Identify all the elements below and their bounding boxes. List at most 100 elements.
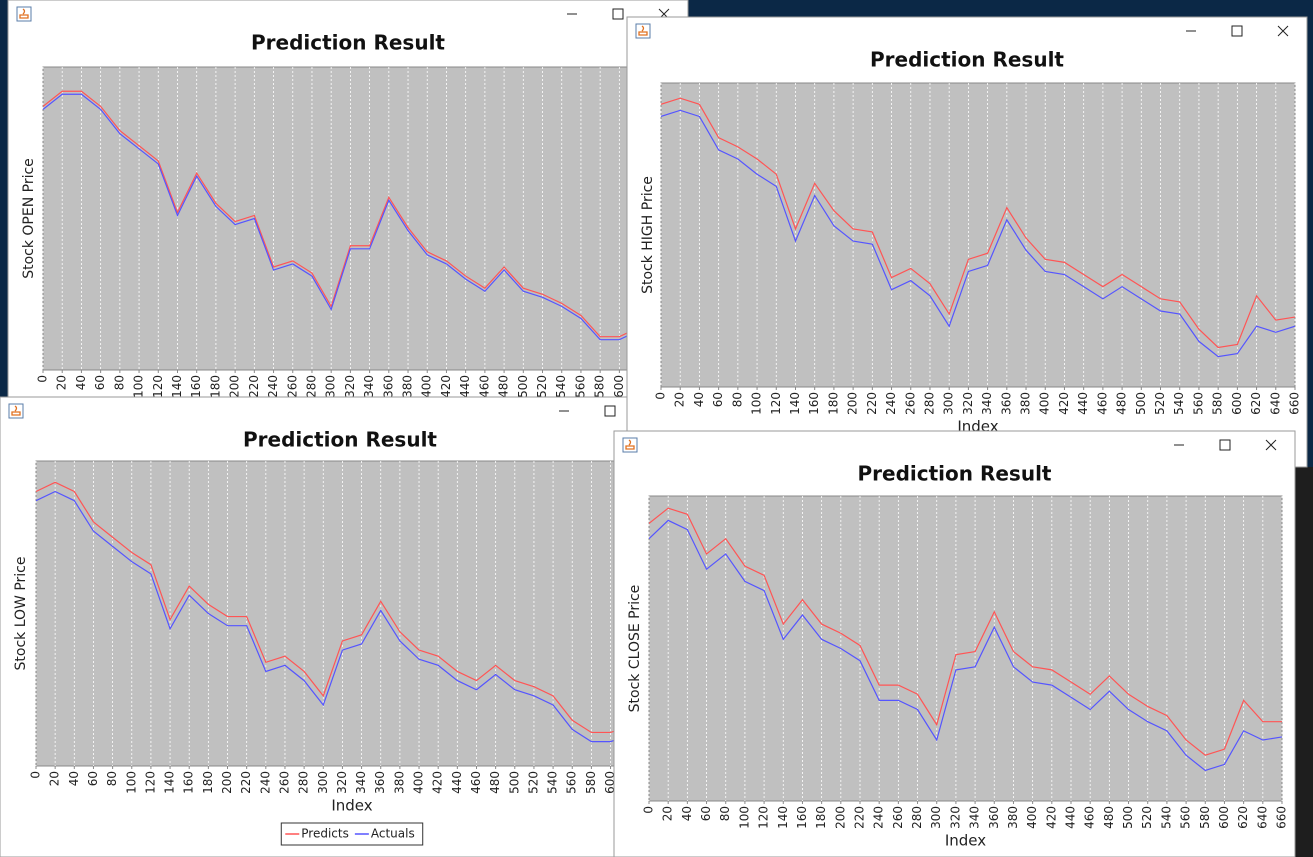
x-tick-label: 480 xyxy=(488,771,502,794)
x-tick-label: 100 xyxy=(132,375,146,398)
x-tick-label: 400 xyxy=(1038,392,1052,415)
x-tick-label: 400 xyxy=(420,375,434,398)
x-tick-label: 560 xyxy=(1179,806,1193,829)
app-icon-cup xyxy=(11,405,21,416)
plot-area xyxy=(648,495,1283,802)
x-tick-label: 560 xyxy=(573,375,587,398)
x-tick-label: 520 xyxy=(1153,392,1167,415)
x-tick-label: 340 xyxy=(354,771,368,794)
maximize-button[interactable] xyxy=(1219,439,1231,451)
x-tick-label: 280 xyxy=(910,806,924,829)
x-tick-label: 100 xyxy=(737,806,751,829)
plot-area xyxy=(42,66,678,371)
x-tick-label: 400 xyxy=(1025,806,1039,829)
x-tick-label: 180 xyxy=(826,392,840,415)
x-tick-label: 380 xyxy=(392,771,406,794)
x-tick-label: 380 xyxy=(1006,806,1020,829)
x-tick-label: 380 xyxy=(401,375,415,398)
x-tick-label: 500 xyxy=(1134,392,1148,415)
x-tick-label: 80 xyxy=(718,806,732,821)
x-tick-label: 200 xyxy=(220,771,234,794)
legend-label: Predicts xyxy=(301,827,349,841)
x-tick-label: 300 xyxy=(942,392,956,415)
x-tick-label: 460 xyxy=(1095,392,1109,415)
x-tick-label: 320 xyxy=(343,375,357,398)
x-tick-label: 220 xyxy=(853,806,867,829)
chart-title: Prediction Result xyxy=(858,462,1052,486)
x-tick-label: 220 xyxy=(247,375,261,398)
x-tick-label: 460 xyxy=(1083,806,1097,829)
x-tick-label: 540 xyxy=(546,771,560,794)
x-tick-label: 0 xyxy=(36,375,50,383)
x-tick-label: 200 xyxy=(846,392,860,415)
legend: Predicts Actuals xyxy=(280,822,424,846)
series-line xyxy=(43,93,677,341)
x-tick-label: 320 xyxy=(948,806,962,829)
x-tick-label: 580 xyxy=(1211,392,1225,415)
chart-title: Prediction Result xyxy=(243,428,437,452)
x-tick-label: 20 xyxy=(55,375,69,390)
x-tick-label: 100 xyxy=(124,771,138,794)
chart-title: Prediction Result xyxy=(251,31,445,55)
app-icon-cup xyxy=(638,25,648,36)
close-button[interactable] xyxy=(1277,25,1289,37)
x-tick-label: 240 xyxy=(258,771,272,794)
x-tick-label: 480 xyxy=(1115,392,1129,415)
x-tick-label: 60 xyxy=(699,806,713,821)
maximize-button[interactable] xyxy=(604,405,616,417)
x-tick-label: 480 xyxy=(1102,806,1116,829)
x-tick-label: 400 xyxy=(412,771,426,794)
x-tick-label: 660 xyxy=(1275,806,1289,829)
x-tick-label: 440 xyxy=(1076,392,1090,415)
x-tick-label: 80 xyxy=(105,771,119,786)
x-tick-label: 60 xyxy=(711,392,725,407)
x-tick-label: 500 xyxy=(516,375,530,398)
window: Prediction Result 0 20 40 60 80 100 120 140 160 18… xyxy=(626,16,1308,468)
series-line xyxy=(661,109,1295,358)
series-line xyxy=(43,90,677,338)
x-tick-label: 120 xyxy=(151,375,165,398)
x-tick-label: 300 xyxy=(316,771,330,794)
x-tick-label: 440 xyxy=(458,375,472,398)
app-icon-cup xyxy=(19,8,29,19)
x-tick-label: 280 xyxy=(304,375,318,398)
x-tick-label: 260 xyxy=(285,375,299,398)
x-tick-label: 600 xyxy=(1217,806,1231,829)
maximize-button[interactable] xyxy=(1231,25,1243,37)
x-tick-label: 520 xyxy=(1140,806,1154,829)
x-tick-label: 0 xyxy=(642,806,656,814)
series-line xyxy=(661,97,1295,349)
x-tick-label: 420 xyxy=(439,375,453,398)
x-tick-label: 600 xyxy=(1230,392,1244,415)
x-tick-label: 180 xyxy=(208,375,222,398)
x-tick-label: 340 xyxy=(968,806,982,829)
x-tick-label: 520 xyxy=(526,771,540,794)
x-tick-label: 140 xyxy=(788,392,802,415)
x-tick-label: 260 xyxy=(891,806,905,829)
x-tick-label: 480 xyxy=(497,375,511,398)
chart-title: Prediction Result xyxy=(870,48,1064,72)
x-tick-label: 240 xyxy=(872,806,886,829)
x-tick-label: 500 xyxy=(507,771,521,794)
y-axis-label: Stock OPEN Price xyxy=(21,158,37,279)
x-tick-label: 140 xyxy=(776,806,790,829)
x-tick-label: 140 xyxy=(163,771,177,794)
close-button[interactable] xyxy=(1265,439,1277,451)
x-tick-label: 540 xyxy=(1159,806,1173,829)
x-tick-label: 220 xyxy=(239,771,253,794)
series-line xyxy=(649,507,1282,756)
window: Prediction Result 0 20 40 60 80 100 120 140 160 18… xyxy=(0,396,681,857)
x-tick-label: 420 xyxy=(1057,392,1071,415)
x-tick-label: 620 xyxy=(1249,392,1263,415)
x-tick-label: 560 xyxy=(1191,392,1205,415)
x-tick-label: 560 xyxy=(565,771,579,794)
x-tick-label: 80 xyxy=(730,392,744,407)
x-tick-label: 20 xyxy=(48,771,62,786)
x-tick-label: 220 xyxy=(865,392,879,415)
x-tick-label: 180 xyxy=(814,806,828,829)
x-tick-label: 120 xyxy=(143,771,157,794)
x-tick-label: 280 xyxy=(297,771,311,794)
maximize-button[interactable] xyxy=(612,8,624,20)
x-tick-label: 500 xyxy=(1121,806,1135,829)
plot-area xyxy=(660,82,1296,388)
